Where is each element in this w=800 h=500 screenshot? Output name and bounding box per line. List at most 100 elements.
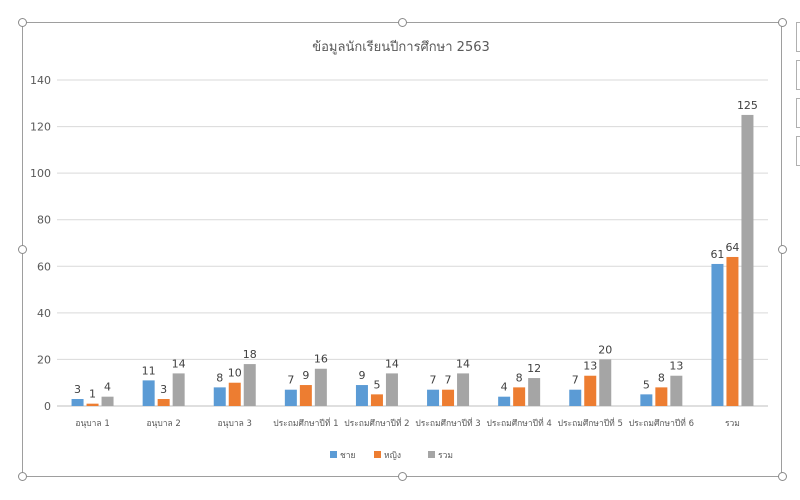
bar [101, 396, 114, 406]
data-label: 18 [243, 348, 257, 361]
bar [640, 394, 653, 406]
x-tick-label: ประถมศึกษาปีที่ 3 [415, 417, 480, 429]
legend-swatch [374, 451, 381, 458]
resize-handle-middle-right[interactable] [778, 245, 787, 254]
data-label: 14 [456, 357, 470, 370]
legend-swatch [428, 451, 435, 458]
gridlines [57, 79, 768, 407]
y-tick-label: 40 [37, 307, 51, 320]
data-label: 13 [669, 360, 683, 373]
x-tick-label: ประถมศึกษาปีที่ 2 [344, 417, 409, 429]
y-axis-ticks: 0 20 40 60 80 100 120 140 [30, 74, 51, 413]
chart-side-toolbar [796, 22, 800, 174]
x-tick-label: อนุบาล 2 [146, 419, 180, 429]
bar [599, 359, 612, 406]
x-tick-label: ประถมศึกษาปีที่ 6 [629, 417, 694, 429]
chart-extra-button[interactable] [796, 136, 800, 166]
data-label: 5 [373, 378, 380, 391]
bar [498, 396, 511, 406]
data-label: 3 [74, 383, 81, 396]
data-label: 20 [598, 343, 612, 356]
bar [71, 399, 84, 406]
bar [442, 389, 455, 406]
legend-label: ชาย [340, 451, 356, 461]
legend-label: หญิง [384, 451, 401, 461]
data-label: 4 [501, 381, 508, 394]
data-label: 3 [160, 383, 167, 396]
x-axis-ticks: อนุบาล 1 อนุบาล 2 อนุบาล 3 ประถมศึกษาปีที่ … [75, 417, 740, 429]
bar [213, 387, 226, 406]
data-label: 16 [314, 353, 328, 366]
data-label: 8 [216, 371, 223, 384]
data-label: 7 [572, 374, 579, 387]
x-tick-label: ประถมศึกษาปีที่ 5 [558, 417, 623, 429]
x-tick-label: รวม [725, 419, 740, 429]
bar [157, 399, 170, 406]
bar [284, 389, 297, 406]
resize-handle-bottom-left[interactable] [18, 472, 27, 481]
bar [142, 380, 155, 406]
data-label: 64 [725, 241, 739, 254]
y-tick-label: 140 [30, 74, 51, 87]
bar [299, 385, 312, 406]
bar [457, 373, 470, 406]
chart-title: ข้อมูลนักเรียนปีการศึกษา 2563 [312, 39, 490, 55]
y-tick-label: 80 [37, 214, 51, 227]
data-label: 9 [358, 369, 365, 382]
bar [228, 382, 241, 406]
data-label: 125 [737, 99, 758, 112]
resize-handle-top-left[interactable] [18, 18, 27, 27]
chart-elements-button[interactable] [796, 22, 800, 52]
bars [71, 114, 754, 406]
data-label: 14 [172, 357, 186, 370]
legend-swatch [330, 451, 337, 458]
resize-handle-middle-left[interactable] [18, 245, 27, 254]
y-tick-label: 0 [44, 400, 51, 413]
bar [655, 387, 668, 406]
bar [670, 375, 683, 406]
x-tick-label: อนุบาล 3 [218, 419, 252, 429]
data-label: 11 [142, 364, 156, 377]
data-label: 10 [228, 367, 242, 380]
data-label: 5 [643, 378, 650, 391]
y-tick-label: 20 [37, 353, 51, 366]
y-tick-label: 100 [30, 167, 51, 180]
data-label: 1 [89, 388, 96, 401]
data-label: 7 [445, 374, 452, 387]
y-tick-label: 60 [37, 260, 51, 273]
data-label: 9 [302, 369, 309, 382]
resize-handle-top-right[interactable] [778, 18, 787, 27]
resize-handle-bottom-center[interactable] [398, 472, 407, 481]
bar [355, 385, 368, 406]
data-label: 7 [287, 374, 294, 387]
bar [584, 375, 597, 406]
bar [370, 394, 383, 406]
resize-handle-bottom-right[interactable] [778, 472, 787, 481]
data-label: 61 [710, 248, 724, 261]
data-label: 4 [104, 381, 111, 394]
resize-handle-top-center[interactable] [398, 18, 407, 27]
data-label: 8 [658, 371, 665, 384]
data-label: 12 [527, 362, 541, 375]
bar [427, 389, 440, 406]
x-tick-label: อนุบาล 1 [75, 419, 109, 429]
legend-label: รวม [438, 451, 453, 461]
bar [243, 364, 256, 406]
bar [172, 373, 185, 406]
bar [86, 403, 99, 406]
data-label: 14 [385, 357, 399, 370]
chart-styles-button[interactable] [796, 60, 800, 90]
bar [741, 114, 754, 406]
bar [513, 387, 526, 406]
bar [569, 389, 582, 406]
y-tick-label: 120 [30, 121, 51, 134]
chart-filters-button[interactable] [796, 98, 800, 128]
data-label: 7 [430, 374, 437, 387]
bar [711, 263, 724, 406]
legend: ชาย หญิง รวม [330, 451, 453, 461]
bar [314, 368, 327, 406]
data-label: 13 [583, 360, 597, 373]
data-label: 8 [516, 371, 523, 384]
